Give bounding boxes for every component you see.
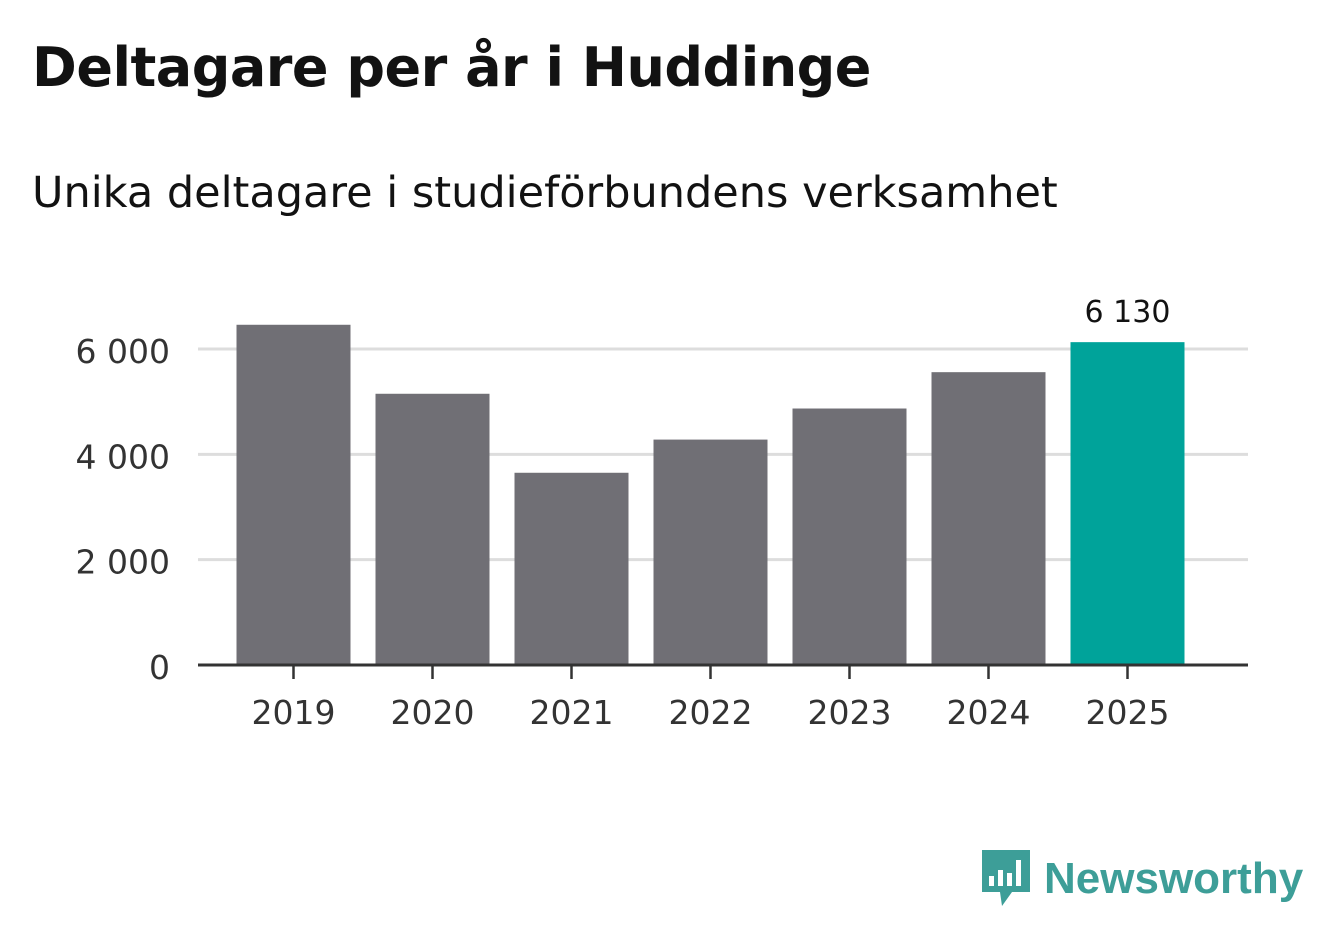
bar-2022 — [653, 439, 768, 665]
y-tick-label: 4 000 — [76, 437, 170, 476]
y-tick-label: 0 — [149, 648, 170, 687]
x-tick-label: 2024 — [947, 693, 1031, 732]
bar-2019 — [236, 324, 351, 665]
data-labels: 6 130 — [1085, 295, 1171, 330]
x-tick-label: 2022 — [669, 693, 753, 732]
x-axis — [198, 663, 1248, 679]
y-tick-labels: 0 2 000 4 000 6 000 — [76, 332, 170, 687]
bar-2021 — [514, 472, 629, 665]
chart-title: Deltagare per år i Huddinge — [32, 36, 871, 99]
newsworthy-logo-icon — [982, 850, 1030, 906]
y-tick-label: 2 000 — [76, 543, 170, 582]
y-tick-label: 6 000 — [76, 332, 170, 371]
bars — [236, 324, 1185, 665]
x-tick-label: 2025 — [1086, 693, 1170, 732]
bar-2020 — [375, 393, 490, 665]
bar-2025 — [1070, 342, 1185, 665]
brand-name: Newsworthy — [1044, 854, 1304, 903]
x-tick-label: 2019 — [252, 693, 336, 732]
data-label: 6 130 — [1085, 295, 1171, 330]
bar-2024 — [931, 372, 1046, 665]
x-tick-labels: 2019 2020 2021 2022 2023 2024 2025 — [252, 693, 1170, 732]
chart-subtitle: Unika deltagare i studieförbundens verks… — [32, 168, 1058, 218]
x-tick-label: 2020 — [391, 693, 475, 732]
x-tick-label: 2021 — [530, 693, 614, 732]
brand: Newsworthy — [980, 848, 1303, 910]
bar-2023 — [792, 408, 907, 665]
x-tick-label: 2023 — [808, 693, 892, 732]
